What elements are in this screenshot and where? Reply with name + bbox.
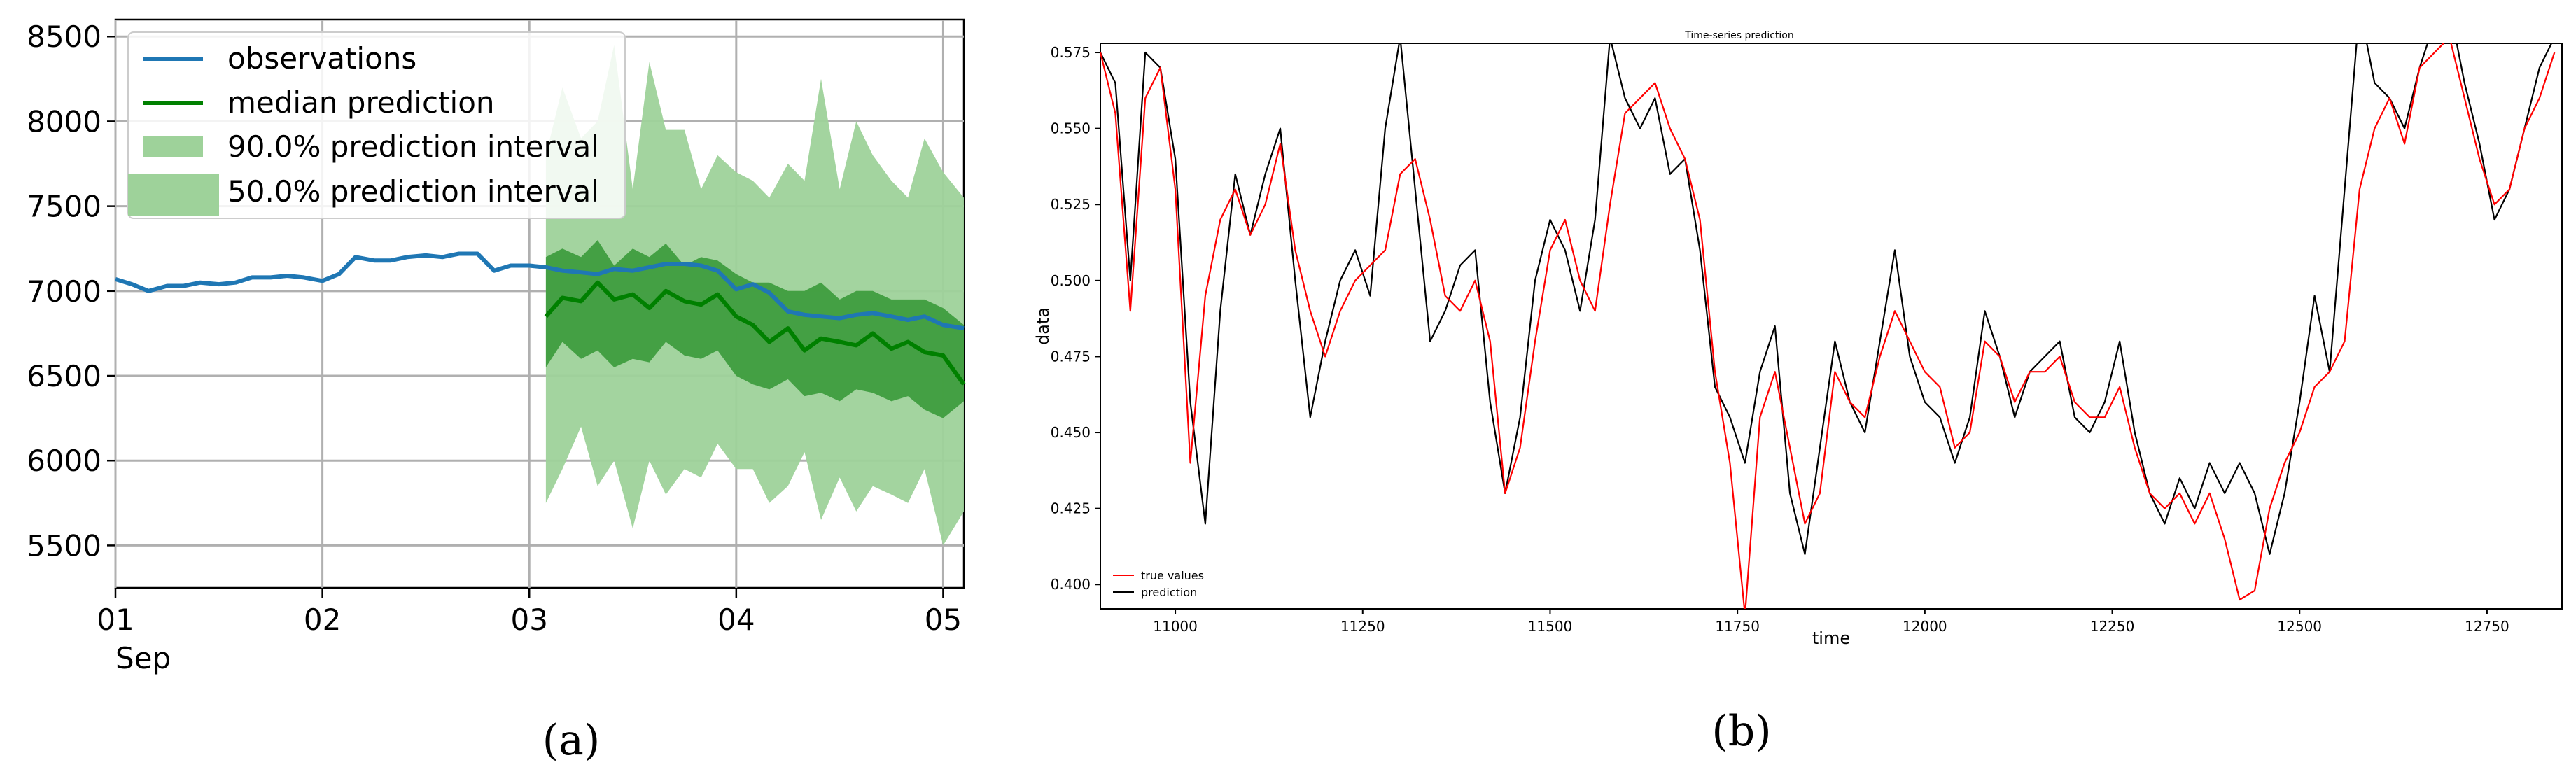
panel-b-chart: Time-series prediction 0.4000.4250.4500.…	[1033, 30, 2563, 756]
panel-b-y-label: data	[1033, 307, 1053, 345]
panel-b-y-tick-label: 0.575	[1051, 44, 1091, 61]
panel-b-y-tick-label: 0.500	[1051, 272, 1091, 289]
panel-a-x-sublabel: Sep	[115, 641, 171, 675]
panel-b-lines	[1100, 43, 2556, 609]
panel-b-x-tick-label: 11000	[1153, 618, 1198, 635]
panel-b-legend: true values prediction	[1113, 569, 1204, 599]
panel-a-y-tick-label: 6500	[27, 359, 102, 393]
panel-b-y-tick-label: 0.425	[1051, 500, 1091, 517]
panel-b-y-tick-label: 0.400	[1051, 576, 1091, 593]
legend-observations-label: observations	[227, 41, 416, 76]
panel-a-y-tick-label: 8500	[27, 20, 102, 54]
panel-b-y-tick-label: 0.450	[1051, 424, 1091, 441]
panel-a-x-ticks: 01 02 03 04 05	[97, 588, 962, 637]
panel-a-x-tick-label: 01	[97, 603, 134, 637]
panel-a-y-tick-label: 7000	[27, 274, 102, 309]
panel-b-y-tick-label: 0.475	[1051, 348, 1091, 365]
legend-interval-90-swatch	[144, 136, 203, 157]
panel-a-y-tick-label: 8000	[27, 104, 102, 139]
legend-interval-50-label: 50.0% prediction interval	[227, 174, 599, 209]
panel-a-lines	[115, 251, 966, 386]
legend-prediction-label: prediction	[1141, 586, 1197, 599]
median-prediction-line	[544, 280, 966, 386]
legend-true-values-label: true values	[1141, 569, 1204, 582]
observations-line	[115, 251, 965, 331]
panel-b-x-tick-label: 12750	[2465, 618, 2510, 635]
true-values-line	[1100, 43, 2556, 609]
prediction-line	[1100, 43, 2553, 555]
panel-b-y-ticks: 0.400 0.425 0.450 0.475 0.500 0.525 0.550 0.575	[1051, 44, 1100, 593]
panel-a-y-tick-label: 6000	[27, 444, 102, 478]
panel-a-y-ticks: 5500 6000 6500 7000 7500 8000 8500	[27, 20, 115, 563]
panel-a-legend-box	[127, 31, 626, 219]
panel-b-y-tick-label: 0.550	[1051, 120, 1091, 137]
panel-b-x-tick-label: 11500	[1528, 618, 1573, 635]
panel-b-x-label: time	[1812, 628, 1850, 648]
panel-b-x-tick-label: 11750	[1715, 618, 1760, 635]
panel-b-x-tick-label: 11250	[1340, 618, 1385, 635]
panel-b-y-tick-label: 0.525	[1051, 196, 1091, 213]
panel-a-y-tick-label: 5500	[27, 528, 102, 563]
panel-a-x-tick-label: 02	[304, 603, 341, 637]
panel-b-x-ticks: 11000 11250 11500 11750 12000 12250 12500 12750	[1153, 609, 2510, 635]
panel-a-x-tick-label: 04	[718, 603, 755, 637]
panel-b-x-tick-label: 12250	[2090, 618, 2135, 635]
panel-a-y-tick-label: 7500	[27, 190, 102, 224]
panel-a-x-tick-label: 03	[510, 603, 547, 637]
panel-b-plot-frame	[1100, 43, 2563, 610]
panel-b-x-tick-label: 12000	[1903, 618, 1947, 635]
panel-b-caption: (b)	[1712, 707, 1771, 756]
panel-b-x-tick-label: 12500	[2277, 618, 2322, 635]
panel-a-caption: (a)	[542, 716, 601, 765]
panel-b-title: Time-series prediction	[1684, 30, 1793, 41]
panel-a-x-tick-label: 05	[925, 603, 962, 637]
legend-interval-90-label: 90.0% prediction interval	[227, 129, 599, 164]
legend-interval-50-swatch	[128, 174, 219, 216]
panel-a-legend: observations median prediction 90.0% pre…	[127, 31, 626, 219]
legend-median-label: median prediction	[227, 85, 495, 120]
